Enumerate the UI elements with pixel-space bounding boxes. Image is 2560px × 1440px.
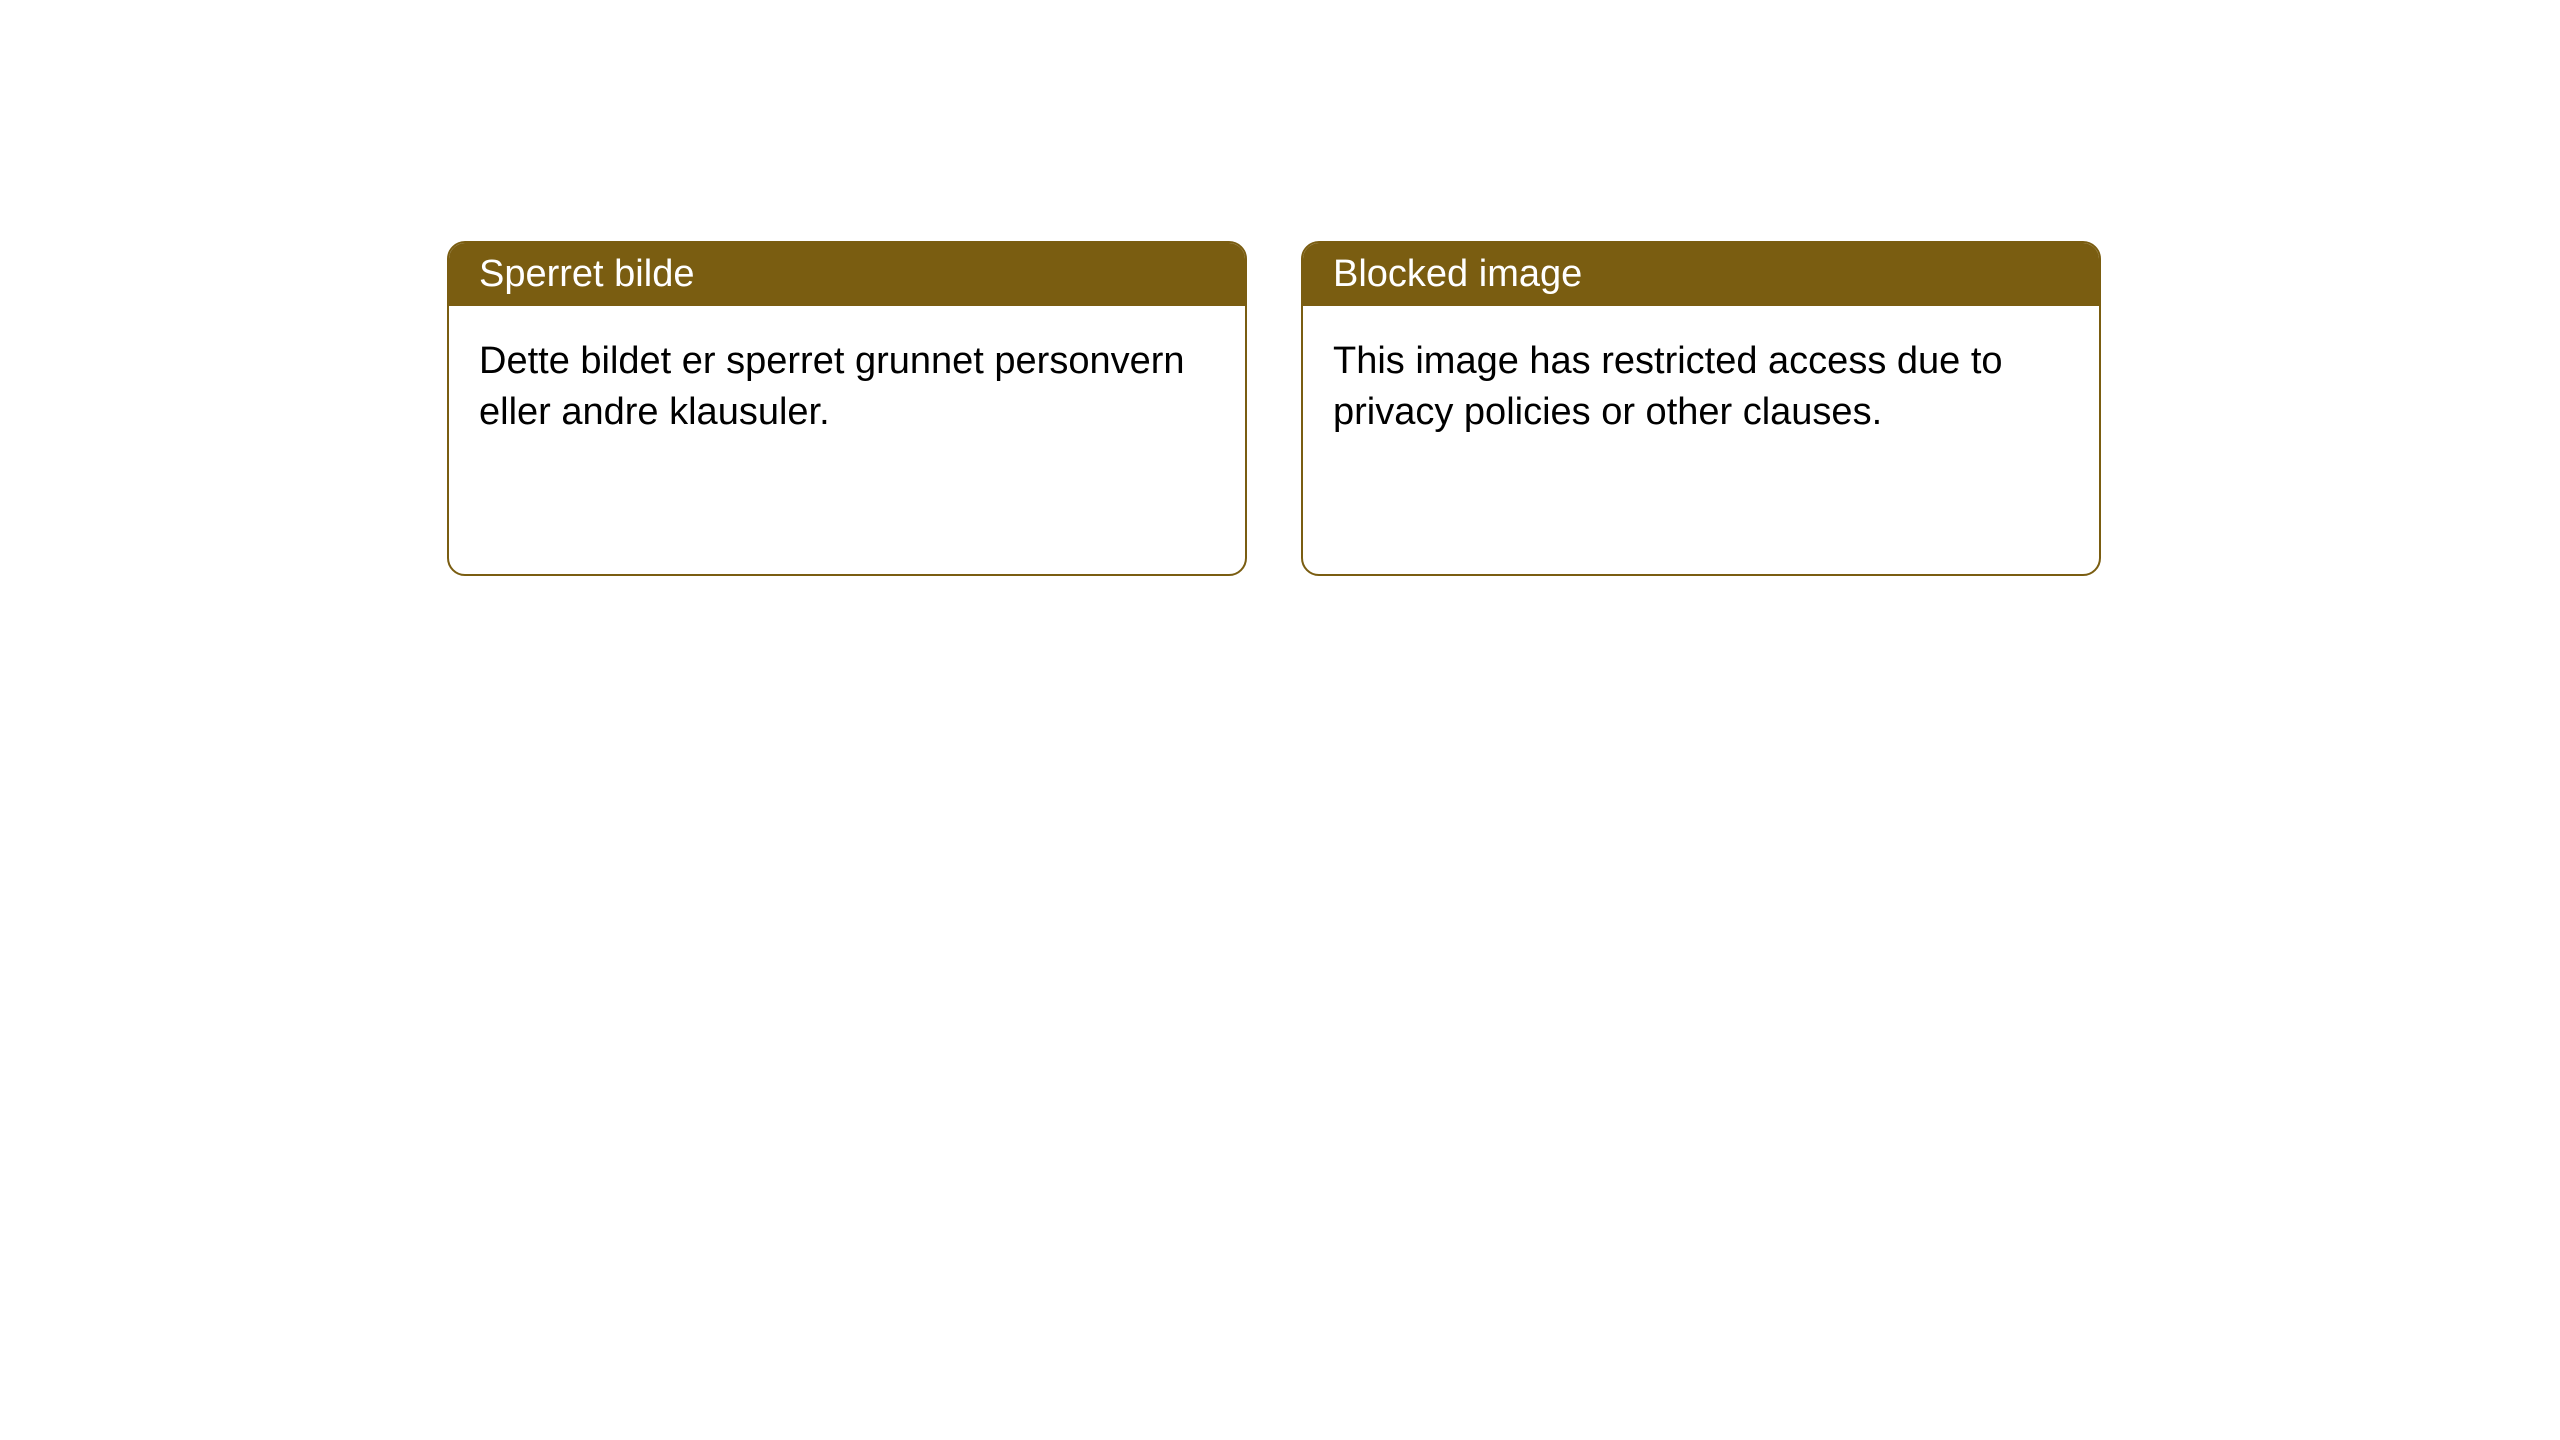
- notice-body-en: This image has restricted access due to …: [1303, 306, 2099, 469]
- notice-header-no: Sperret bilde: [449, 243, 1245, 306]
- notice-header-en: Blocked image: [1303, 243, 2099, 306]
- notice-body-no: Dette bildet er sperret grunnet personve…: [449, 306, 1245, 469]
- notice-container: Sperret bilde Dette bildet er sperret gr…: [0, 0, 2560, 576]
- notice-card-no: Sperret bilde Dette bildet er sperret gr…: [447, 241, 1247, 576]
- notice-card-en: Blocked image This image has restricted …: [1301, 241, 2101, 576]
